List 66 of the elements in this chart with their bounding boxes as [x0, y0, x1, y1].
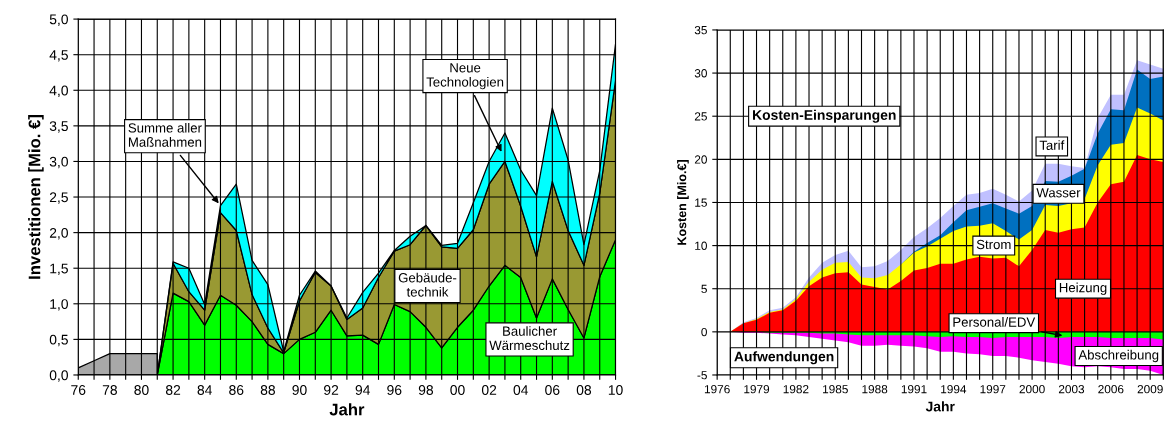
series-label: Heizung: [1059, 282, 1107, 295]
y-tick-label: 0,5: [49, 334, 68, 347]
y-tick-label: 0: [701, 327, 707, 337]
x-tick-label: 82: [165, 385, 181, 395]
y-tick-label: 2,0: [49, 227, 68, 240]
x-tick-label: 76: [71, 385, 86, 395]
series-label: Strom: [976, 239, 1011, 250]
y-tick-label: 2,5: [49, 192, 68, 204]
y-tick-label: 5,0: [49, 14, 68, 26]
x-axis-title: Jahr: [925, 401, 955, 412]
y-tick-label: 3,0: [49, 156, 68, 169]
x-tick-label: 80: [134, 385, 149, 395]
y-tick-label: -5: [697, 371, 707, 380]
y-tick-label: 1,5: [50, 263, 68, 276]
x-tick-label: 10: [608, 385, 623, 395]
x-tick-label: 2009: [1137, 385, 1163, 394]
series-label: Wasser: [1036, 188, 1081, 198]
x-tick-label: 1982: [783, 385, 809, 394]
y-tick-label: 3,5: [49, 121, 68, 133]
y-tick-label: 20: [694, 155, 707, 164]
y-tick-label: 25: [694, 112, 707, 121]
x-tick-label: 00: [450, 385, 465, 395]
annotation: Kosten-Einsparungen: [753, 109, 896, 123]
x-tick-label: 1991: [901, 385, 927, 394]
x-tick-label: 96: [387, 385, 402, 395]
series-label: Tarif: [1039, 140, 1065, 150]
annotation: Summe aller Maßnahmen: [128, 122, 202, 147]
x-tick-label: 2006: [1098, 385, 1124, 394]
x-tick-label: 1988: [862, 385, 888, 394]
series-label: Baulicher Wärmeschutz: [489, 326, 570, 351]
series-label: Personal/EDV: [953, 317, 1036, 327]
x-tick-label: 08: [576, 385, 592, 395]
y-tick-label: 1,0: [50, 299, 68, 311]
y-axis-title: Kosten [Mio.€]: [677, 160, 689, 245]
y-tick-label: 35: [694, 25, 707, 35]
x-tick-label: 06: [545, 385, 560, 395]
series-label: Gebäude- technik: [398, 272, 457, 297]
series-label: Abschreibung: [1078, 349, 1159, 363]
y-tick-label: 5: [701, 284, 707, 294]
y-tick-label: 15: [695, 198, 707, 207]
text: Neue Technologien: [426, 63, 504, 90]
x-tick-label: 1985: [823, 385, 848, 394]
x-tick-label: 1994: [941, 385, 967, 394]
x-tick-label: 02: [481, 385, 497, 395]
x-tick-label: 84: [197, 385, 212, 395]
x-tick-label: 86: [229, 385, 244, 395]
x-tick-label: 04: [513, 385, 529, 395]
x-tick-label: 1976: [704, 385, 730, 394]
x-tick-label: 92: [324, 385, 339, 395]
x-tick-label: 1997: [980, 385, 1006, 394]
x-tick-label: 78: [102, 385, 117, 395]
x-tick-label: 90: [292, 385, 307, 395]
x-tick-label: 2000: [1019, 385, 1045, 394]
y-tick-label: 4,0: [49, 85, 68, 98]
y-tick-label: 4,5: [49, 50, 68, 62]
y-axis-title: Investitionen [Mio. €]: [28, 115, 44, 279]
y-tick-label: 0,0: [49, 370, 68, 382]
y-tick-label: 10: [695, 241, 707, 250]
y-tick-label: 30: [694, 69, 707, 78]
x-tick-label: 98: [418, 385, 434, 395]
x-tick-label: 94: [355, 385, 371, 395]
x-axis-title: Jahr: [329, 403, 365, 416]
x-tick-label: 2003: [1058, 385, 1085, 394]
x-tick-label: 1979: [744, 385, 770, 394]
x-tick-label: 88: [260, 385, 276, 395]
annotation: Aufwendungen: [734, 351, 834, 365]
